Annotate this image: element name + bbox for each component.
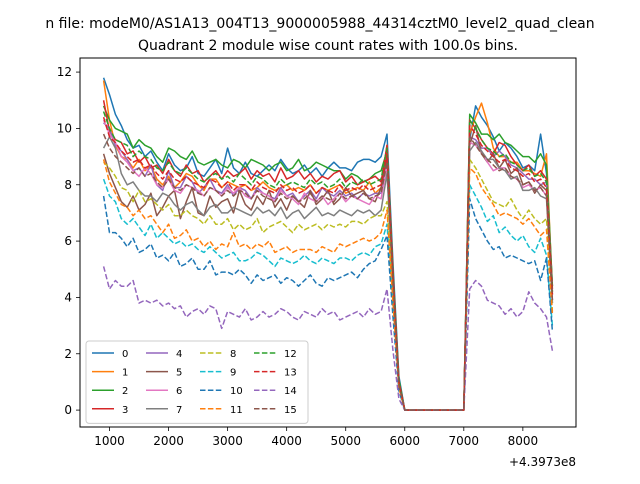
- y-tick-label: 8: [64, 178, 72, 192]
- legend-label: 6: [176, 386, 182, 397]
- y-axis: 0 2 4 6 8 10 12: [57, 65, 80, 417]
- legend-label: 4: [176, 349, 182, 360]
- chart-title: Quadrant 2 module wise count rates with …: [138, 38, 518, 54]
- series-line-10: [102, 195, 554, 411]
- x-tick-label: 1000: [94, 434, 125, 448]
- series-line-3: [102, 100, 554, 411]
- y-tick-label: 6: [64, 234, 72, 248]
- x-tick-label: 8000: [508, 434, 539, 448]
- x-tick-label: 6000: [389, 434, 420, 448]
- x-tick-label: 3000: [212, 434, 243, 448]
- x-axis: 1000 2000 3000 4000 5000 6000 7000 8000: [94, 427, 538, 448]
- legend-label: 5: [176, 368, 182, 379]
- series-line-9: [102, 178, 554, 411]
- legend-label: 13: [284, 368, 297, 379]
- legend-label: 2: [122, 386, 128, 397]
- plot-area: [102, 77, 554, 411]
- legend-label: 14: [284, 386, 297, 397]
- series-line-2: [102, 105, 554, 411]
- axes-frame: [79, 57, 577, 428]
- series-line-13: [102, 116, 554, 411]
- legend-label: 7: [176, 405, 182, 416]
- legend-label: 8: [230, 349, 236, 360]
- legend-box: [85, 340, 309, 424]
- legend-label: 9: [230, 368, 236, 379]
- y-tick-label: 0: [64, 403, 72, 417]
- series-line-8: [103, 158, 554, 411]
- figure-suptitle: n file: modeM0/AS1A13_004T13_9000005988_…: [45, 16, 594, 32]
- y-tick-label: 2: [64, 347, 72, 361]
- legend-label: 0: [122, 349, 128, 360]
- x-tick-label: 7000: [449, 434, 480, 448]
- y-tick-label: 10: [57, 121, 72, 135]
- series-line-12: [102, 111, 554, 411]
- x-offset-label: +4.3973e8: [509, 455, 576, 469]
- y-tick-label: 4: [64, 290, 72, 304]
- series-line-0: [102, 77, 554, 411]
- y-tick-label: 12: [57, 65, 72, 79]
- legend-label: 3: [122, 405, 128, 416]
- series-line-14: [102, 266, 554, 411]
- legend-label: 12: [284, 349, 297, 360]
- legend-label: 10: [230, 386, 243, 397]
- x-tick-label: 4000: [271, 434, 302, 448]
- series-line-15: [102, 133, 554, 411]
- x-tick-label: 2000: [153, 434, 184, 448]
- legend-label: 1: [122, 368, 128, 379]
- series-line-1: [102, 80, 554, 411]
- x-tick-label: 5000: [330, 434, 361, 448]
- series-line-11: [102, 159, 554, 411]
- legend-label: 11: [230, 405, 243, 416]
- legend-label: 15: [284, 405, 297, 416]
